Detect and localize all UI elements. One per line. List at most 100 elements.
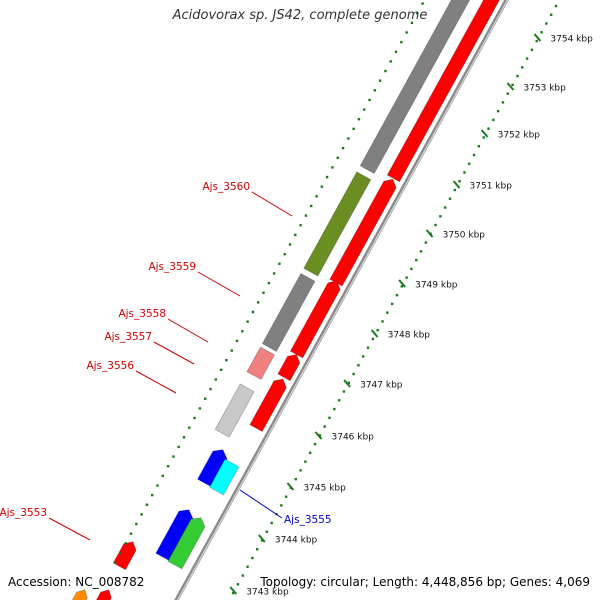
- tick-group: 3754 kbp 3753 kbp 3752 kbp 3751 kbp 3750 kbp…: [113, 2, 593, 598]
- gene-label: Ajs_3555: [284, 514, 332, 526]
- gene-leader-line: [251, 191, 293, 217]
- track-dot: [416, 12, 419, 15]
- gene-block-pink: [246, 346, 276, 380]
- tick-dot: [251, 556, 254, 560]
- track-dot: [357, 118, 361, 121]
- track-dot: [400, 40, 403, 44]
- tick-dot: [299, 469, 302, 472]
- tick-dot: [443, 206, 447, 209]
- gene-block-red: [386, 0, 500, 183]
- track-dot: [188, 426, 191, 429]
- track-dot: [214, 378, 218, 381]
- track-dot: [150, 493, 154, 497]
- gene-label: Ajs_3558: [118, 308, 166, 320]
- tick-dot: [328, 416, 331, 420]
- tick-dot: [323, 425, 326, 428]
- gene-block-cyan: [209, 458, 240, 496]
- gene-leader-line: [135, 370, 177, 394]
- track-dot: [241, 330, 244, 333]
- gene-leader-line: [48, 517, 91, 541]
- major-tick: [452, 180, 461, 189]
- tick-dot: [386, 311, 389, 314]
- gene-label: Ajs_3560: [202, 181, 250, 193]
- tick-dot: [400, 285, 403, 288]
- genome-summary-text: Topology: circular; Length: 4,448,856 bp…: [260, 575, 590, 589]
- tick-dot: [366, 346, 370, 349]
- gene-block-orange: [71, 589, 88, 600]
- track-dot: [225, 358, 228, 362]
- major-tick: [398, 279, 406, 288]
- gene-block-olive: [303, 171, 372, 277]
- track-dot: [336, 156, 339, 159]
- tick-label: 3752 kbp: [498, 131, 541, 141]
- track-dot: [320, 185, 324, 188]
- track-dot: [299, 224, 302, 227]
- tick-label: 3748 kbp: [388, 331, 431, 341]
- gene-block-green: [167, 517, 206, 570]
- tick-dot: [376, 328, 379, 332]
- accession-text: Accession: NC_008782: [8, 575, 145, 589]
- backbone-highlight: [176, 0, 509, 600]
- track-dot: [161, 474, 164, 478]
- track-dot: [352, 127, 355, 131]
- tick-dot: [530, 48, 534, 52]
- tick-dot: [357, 364, 360, 367]
- tick-dot: [424, 241, 428, 244]
- tick-dot: [256, 548, 259, 551]
- tick-dot: [540, 31, 543, 34]
- track-dot: [363, 108, 366, 111]
- track-dot: [331, 166, 334, 169]
- tick-dot: [410, 267, 413, 271]
- track-dot: [267, 281, 271, 285]
- tick-dot: [284, 495, 288, 498]
- tick-dot: [405, 276, 408, 279]
- tick-dot: [280, 504, 283, 507]
- tick-label: 3743 kbp: [246, 588, 289, 598]
- tick-dot: [492, 118, 495, 122]
- tick-dot: [511, 83, 514, 87]
- tick-dot: [333, 407, 336, 411]
- track-dot: [405, 31, 408, 34]
- tick-dot: [270, 521, 273, 525]
- track-dot: [325, 175, 329, 179]
- track-dot: [283, 252, 286, 256]
- backbone-line: [174, 0, 509, 600]
- track-dot: [368, 98, 371, 102]
- track-dot: [257, 301, 260, 304]
- major-tick: [286, 482, 295, 491]
- track-dot: [262, 291, 265, 294]
- tick-dot: [294, 477, 297, 481]
- gene-block-lightgray: [214, 383, 255, 438]
- gene-block-red: [249, 378, 287, 433]
- track-dot: [198, 407, 202, 410]
- gene-leader-line: [167, 318, 209, 343]
- track-dot: [140, 513, 143, 516]
- tick-dot: [477, 144, 481, 148]
- tick-dot: [549, 13, 553, 16]
- gene-label: Ajs_3556: [86, 360, 134, 372]
- track-dot: [294, 233, 297, 237]
- track-dot: [378, 79, 382, 82]
- feature-group: [71, 0, 500, 600]
- tick-label: 3754 kbp: [550, 35, 593, 45]
- track-dot: [341, 146, 345, 150]
- major-tick: [343, 379, 351, 388]
- track-dot: [373, 89, 377, 92]
- track-dot: [209, 387, 212, 391]
- track-dot: [310, 204, 313, 208]
- track-dot: [156, 484, 159, 487]
- track-dot: [389, 60, 392, 63]
- track-dot: [272, 272, 276, 275]
- tick-dot: [313, 442, 317, 446]
- tick-dot: [506, 92, 510, 95]
- track-dot: [278, 262, 281, 266]
- map-title: Acidovorax sp. JS42, complete genome: [172, 8, 428, 23]
- gene-label: Ajs_3559: [148, 261, 196, 273]
- track-dot: [113, 561, 117, 564]
- gene-block-red: [277, 354, 301, 382]
- tick-dot: [419, 250, 423, 253]
- tick-dot: [468, 162, 471, 165]
- tick-dot: [487, 127, 490, 130]
- tick-dot: [415, 258, 418, 262]
